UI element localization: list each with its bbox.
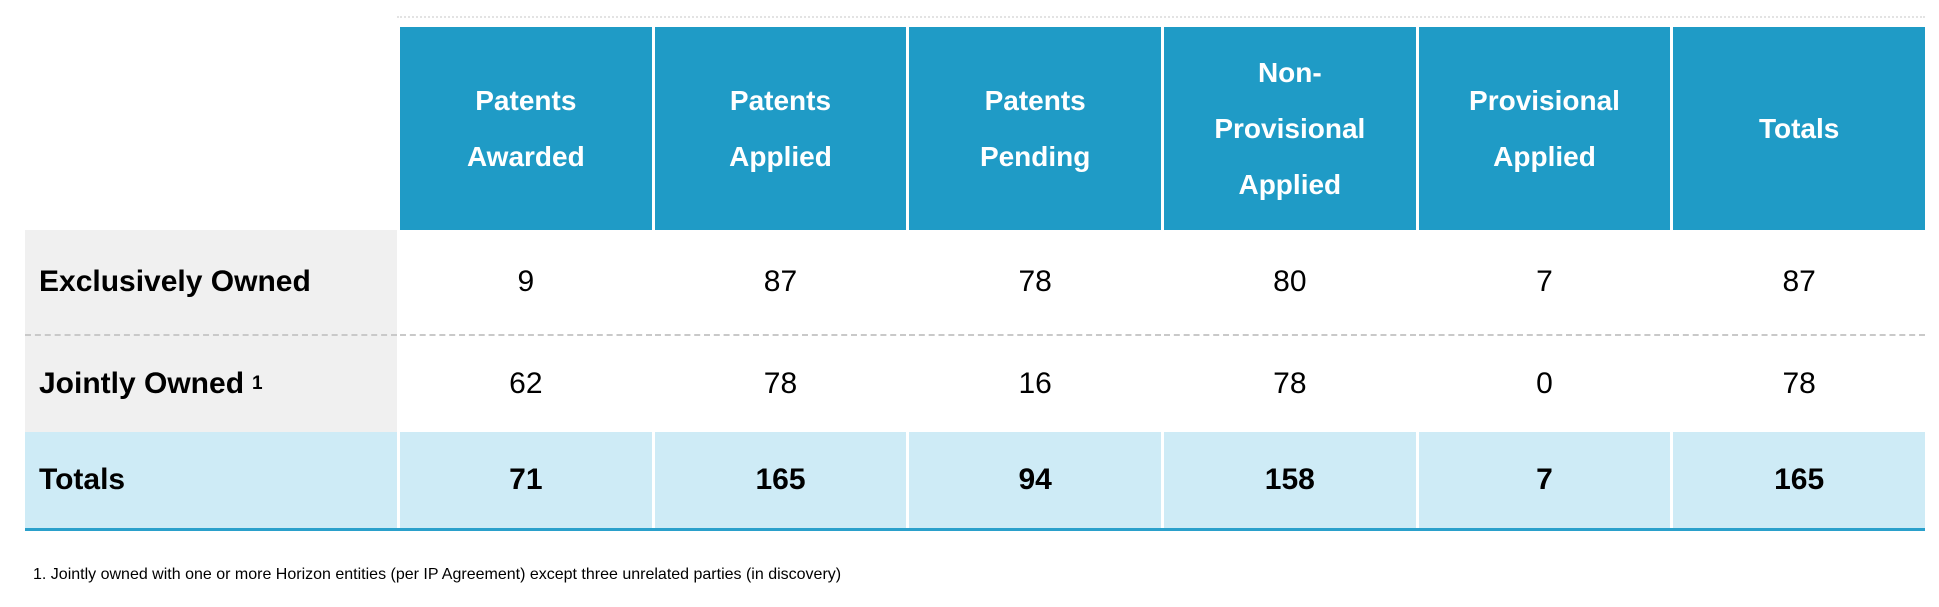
cell-value: 87 [654,230,907,336]
footnote-marker: 1 [252,373,263,394]
patents-summary-table: Patents Awarded Patents Applied Patents … [25,27,1925,531]
row-label-text: Jointly Owned [39,367,245,400]
cell-value: 9 [400,230,652,336]
cell-value: 78 [1164,336,1416,432]
row-label-exclusively-owned: Exclusively Owned [25,230,397,336]
footnote-text: 1. Jointly owned with one or more Horizo… [33,566,842,583]
cell-value: 16 [909,336,1161,432]
cell-total-value: 158 [1164,432,1416,528]
column-header-patents-applied: Patents Applied [654,27,907,230]
row-label-text: Exclusively Owned [39,265,311,298]
column-header-non-provisional-applied: Non-Provisional Applied [1164,27,1416,230]
cell-total-value: 165 [654,432,907,528]
cell-total-value: 7 [1418,432,1671,528]
row-label-text: Totals [39,463,126,496]
cell-value: 78 [909,230,1161,336]
cell-total-value: 71 [400,432,652,528]
cell-value: 80 [1164,230,1416,336]
cell-total-value: 94 [909,432,1161,528]
column-header-patents-pending: Patents Pending [909,27,1161,230]
table-header-row: Patents Awarded Patents Applied Patents … [25,27,1925,230]
table-top-dotted-rule [397,16,1925,18]
table-row-totals: Totals 71 165 94 158 7 165 [25,432,1925,531]
table-row-jointly-owned: Jointly Owned 1 62 78 16 78 0 78 [25,336,1925,432]
column-header-provisional-applied: Provisional Applied [1418,27,1671,230]
table-row-exclusively-owned: Exclusively Owned 9 87 78 80 7 87 [25,230,1925,336]
cell-value: 78 [1673,336,1925,432]
header-corner-spacer [25,27,397,230]
column-header-patents-awarded: Patents Awarded [400,27,652,230]
cell-value: 62 [400,336,652,432]
cell-value: 0 [1418,336,1671,432]
row-label-totals: Totals [25,432,397,528]
cell-total-value: 165 [1673,432,1925,528]
cell-value: 87 [1673,230,1925,336]
column-header-totals: Totals [1673,27,1925,230]
row-label-jointly-owned: Jointly Owned 1 [25,336,397,432]
cell-value: 78 [654,336,907,432]
cell-value: 7 [1418,230,1671,336]
